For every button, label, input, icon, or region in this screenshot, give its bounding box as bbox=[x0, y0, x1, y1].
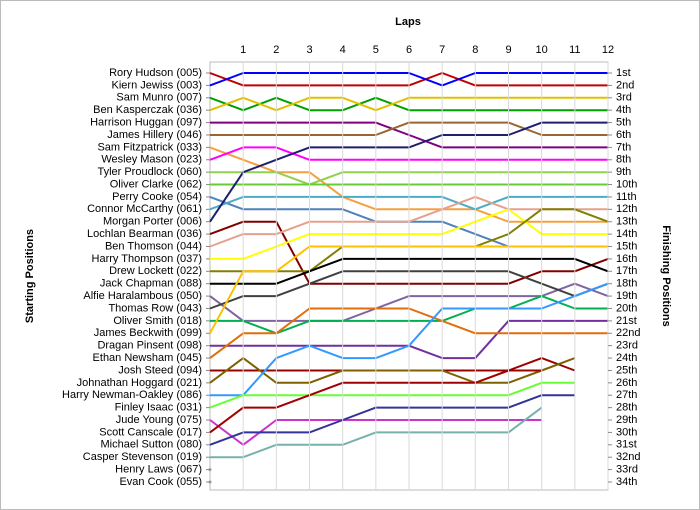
x-tick-label: 2 bbox=[273, 44, 279, 56]
legend-label: Dragan Pinsent (098) bbox=[97, 340, 202, 352]
y2-tick-label: 6th bbox=[616, 129, 631, 141]
y2-tick-label: 29th bbox=[616, 414, 637, 426]
y2-tick-label: 27th bbox=[616, 389, 637, 401]
legend-label: Morgan Porter (006) bbox=[103, 216, 202, 228]
legend-label: Ethan Newsham (045) bbox=[93, 352, 202, 364]
legend-label: Harry Newman-Oakley (086) bbox=[62, 389, 202, 401]
x-tick-label: 11 bbox=[569, 44, 580, 56]
legend-label: Kiern Jewiss (003) bbox=[112, 79, 202, 91]
y2-tick-label: 28th bbox=[616, 402, 637, 414]
legend-label: Ben Thomson (044) bbox=[105, 240, 202, 252]
chart-title: Laps bbox=[395, 16, 421, 28]
legend-label: Alfie Haralambous (050) bbox=[83, 290, 202, 302]
legend-label: Finley Isaac (031) bbox=[115, 402, 202, 414]
legend-label: Evan Cook (055) bbox=[119, 476, 202, 488]
legend-label: Oliver Clarke (062) bbox=[110, 178, 202, 190]
y2-tick-label: 22nd bbox=[616, 327, 640, 339]
legend-label: Harrison Huggan (097) bbox=[90, 116, 202, 128]
y2-tick-label: 31st bbox=[616, 439, 637, 451]
y2-tick-label: 9th bbox=[616, 166, 631, 178]
y2-tick-label: 34th bbox=[616, 476, 637, 488]
x-tick-label: 3 bbox=[306, 44, 312, 56]
x-tick-label: 4 bbox=[340, 44, 346, 56]
y2-tick-label: 24th bbox=[616, 352, 637, 364]
y2-axis-label: Finishing Positions bbox=[660, 225, 672, 326]
x-tick-label: 5 bbox=[373, 44, 379, 56]
legend-label: Josh Steed (094) bbox=[118, 364, 202, 376]
y2-tick-label: 19th bbox=[616, 290, 637, 302]
legend-label: Henry Laws (067) bbox=[115, 464, 202, 476]
legend-label: Connor McCarthy (061) bbox=[87, 203, 202, 215]
legend-label: Scott Canscale (017) bbox=[99, 426, 202, 438]
legend-label: Johnathan Hoggard (021) bbox=[77, 377, 202, 389]
legend-label: James Hillery (046) bbox=[107, 129, 202, 141]
x-tick-label: 6 bbox=[406, 44, 412, 56]
x-tick-label: 8 bbox=[472, 44, 478, 56]
y2-tick-label: 32nd bbox=[616, 451, 640, 463]
y2-tick-label: 11th bbox=[616, 191, 637, 203]
y2-tick-label: 21st bbox=[616, 315, 637, 327]
y2-tick-label: 4th bbox=[616, 104, 631, 116]
legend-label: Oliver Smith (018) bbox=[113, 315, 202, 327]
y-axis-label: Starting Positions bbox=[24, 229, 36, 323]
legend-label: Jack Chapman (088) bbox=[100, 278, 202, 290]
legend-label: Harry Thompson (037) bbox=[92, 253, 202, 265]
y2-tick-label: 5th bbox=[616, 116, 631, 128]
x-tick-label: 1 bbox=[240, 44, 246, 56]
legend-label: Drew Lockett (022) bbox=[109, 265, 202, 277]
y2-tick-label: 14th bbox=[616, 228, 637, 240]
legend-label: Ben Kasperczak (036) bbox=[93, 104, 202, 116]
legend-label: Lochlan Bearman (036) bbox=[87, 228, 202, 240]
y2-tick-label: 25th bbox=[616, 364, 637, 376]
legend-label: Tyler Proudlock (060) bbox=[97, 166, 202, 178]
y2-tick-label: 8th bbox=[616, 154, 631, 166]
legend-label: Michael Sutton (080) bbox=[101, 439, 203, 451]
series-line bbox=[209, 357, 576, 384]
legend-label: Sam Fitzpatrick (033) bbox=[97, 141, 202, 153]
y2-tick-label: 12th bbox=[616, 203, 637, 215]
y2-tick-label: 23rd bbox=[616, 340, 638, 352]
legend-label: Thomas Row (043) bbox=[108, 302, 202, 314]
legend-label: Casper Stevenson (019) bbox=[83, 451, 202, 463]
y2-tick-label: 13th bbox=[616, 216, 637, 228]
legend-label: Sam Munro (007) bbox=[116, 92, 202, 104]
y2-tick-label: 30th bbox=[616, 426, 637, 438]
x-tick-label: 7 bbox=[439, 44, 445, 56]
y2-tick-label: 16th bbox=[616, 253, 637, 265]
series-line bbox=[209, 381, 575, 409]
y2-tick-label: 3rd bbox=[616, 92, 632, 104]
y2-tick-label: 10th bbox=[616, 178, 637, 190]
y2-tick-label: 2nd bbox=[616, 79, 634, 91]
legend-label: Jude Young (075) bbox=[116, 414, 202, 426]
y2-tick-label: 15th bbox=[616, 240, 637, 252]
y2-tick-label: 26th bbox=[616, 377, 637, 389]
legend-label: Wesley Mason (023) bbox=[101, 154, 202, 166]
y2-tick-label: 18th bbox=[616, 278, 637, 290]
series-line bbox=[209, 394, 575, 446]
legend-label: Perry Cooke (054) bbox=[112, 191, 202, 203]
x-tick-label: 10 bbox=[536, 44, 548, 56]
x-tick-label: 12 bbox=[602, 44, 614, 56]
y2-tick-label: 17th bbox=[616, 265, 637, 277]
y2-tick-label: 20th bbox=[616, 302, 637, 314]
legend-label: James Beckwith (099) bbox=[94, 327, 202, 339]
x-tick-label: 9 bbox=[505, 44, 511, 56]
y2-tick-label: 1st bbox=[616, 67, 631, 79]
legend-label: Rory Hudson (005) bbox=[109, 67, 202, 79]
y2-tick-label: 33rd bbox=[616, 464, 638, 476]
y2-tick-label: 7th bbox=[616, 141, 631, 153]
